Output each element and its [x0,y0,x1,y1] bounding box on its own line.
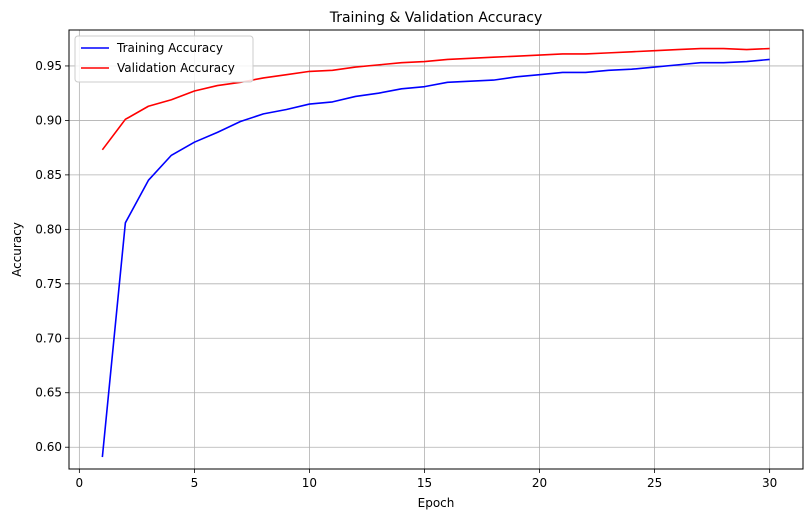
x-tick-label: 15 [417,476,432,490]
grid-lines [69,30,803,469]
y-tick-label: 0.70 [35,331,62,345]
series-lines [101,47,770,458]
y-tick-label: 0.65 [35,386,62,400]
y-tick-label: 0.75 [35,277,62,291]
x-tick-label: 25 [647,476,662,490]
legend-entry: Validation Accuracy [117,61,235,75]
legend: Training Accuracy Validation Accuracy [74,35,254,83]
y-tick-label: 0.80 [35,222,62,236]
axis-ticks: 0 5 10 15 20 25 30 0.60 0.65 0.70 0.75 0.80 0.85 0.90… [35,59,777,490]
y-tick-label: 0.95 [35,59,62,73]
x-tick-label: 10 [302,476,317,490]
y-axis-label: Accuracy [10,222,24,277]
x-axis-label: Epoch [418,496,455,510]
chart-title: Training & Validation Accuracy [329,10,543,26]
x-tick-label: 0 [76,476,84,490]
x-tick-label: 20 [532,476,547,490]
x-tick-label: 30 [762,476,777,490]
plot-frame [68,29,804,470]
x-tick-label: 5 [191,476,199,490]
y-tick-label: 0.90 [35,113,62,127]
legend-box [74,35,254,83]
y-tick-label: 0.85 [35,168,62,182]
legend-entry: Training Accuracy [116,41,223,55]
series-line-training-accuracy [101,58,770,458]
y-tick-label: 0.60 [35,440,62,454]
series-line-validation-accuracy [101,47,770,151]
